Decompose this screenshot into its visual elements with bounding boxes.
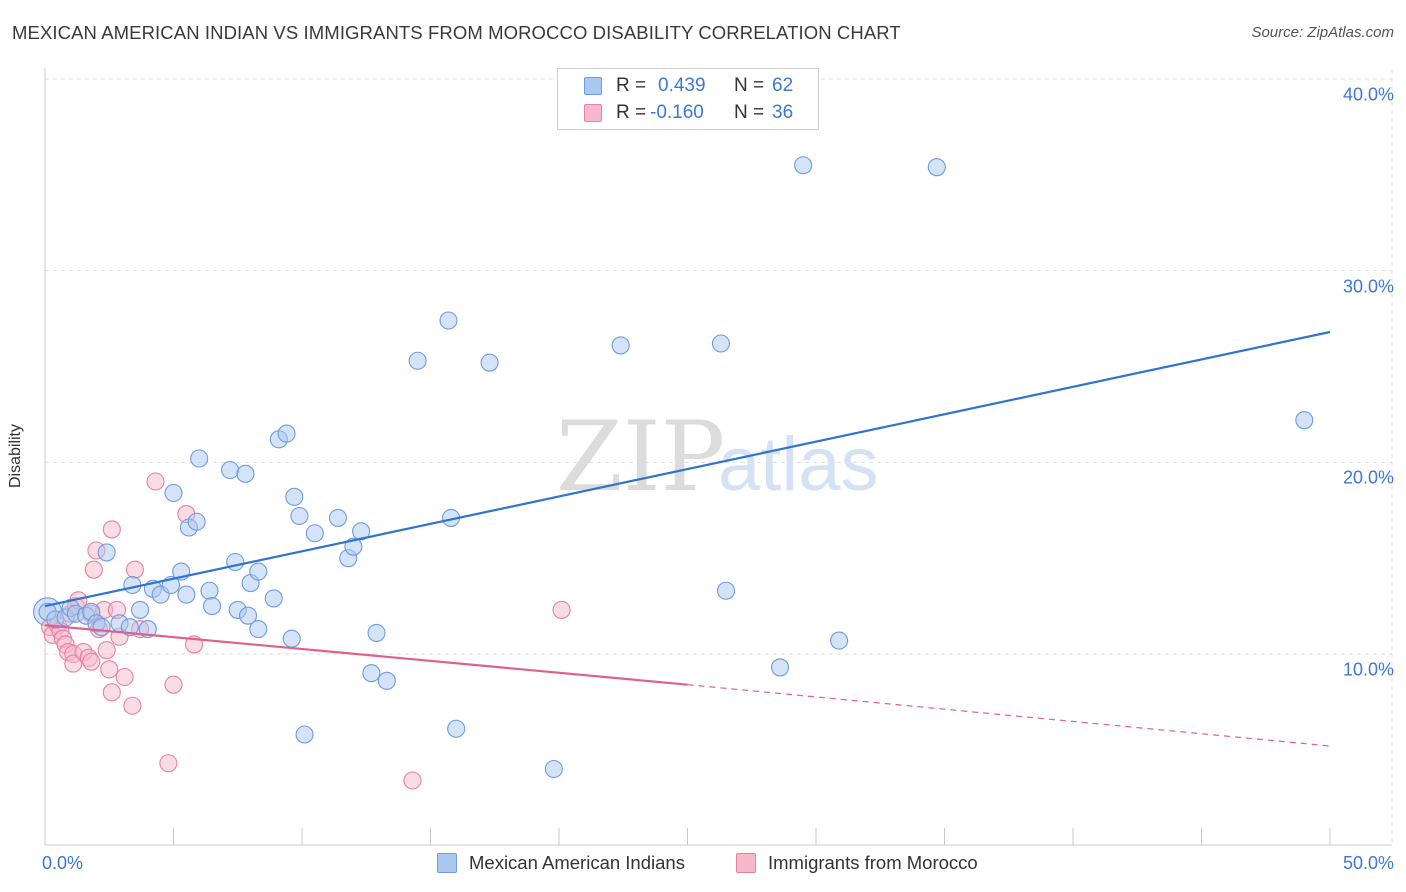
pink-data-point [146, 472, 165, 491]
blue-data-point [164, 483, 183, 503]
n-value: 36 [772, 102, 794, 123]
pink-data-point [97, 641, 116, 660]
pink-data-point [82, 652, 101, 671]
blue-data-point [187, 512, 206, 531]
r-label: R = [616, 102, 647, 123]
y-tick-label: 20.0% [1342, 467, 1394, 488]
legend-label: Immigrants from Morocco [768, 852, 978, 873]
blue-data-point [290, 506, 309, 526]
blue-data-point [1295, 411, 1314, 430]
blue-data-point [200, 581, 219, 600]
n-value: 62 [772, 75, 794, 96]
legend-label: Mexican American Indians [469, 852, 685, 873]
n-label: N = [734, 102, 765, 123]
pink-data-point [84, 560, 103, 579]
blue-data-point [794, 156, 813, 175]
blue-data-point [220, 460, 240, 480]
blue-data-point [352, 522, 371, 541]
blue-swatch-icon [584, 77, 602, 95]
blue-data-point [123, 575, 142, 595]
x-tick-label-min: 0.0% [42, 853, 84, 873]
blue-data-point [203, 597, 222, 616]
blue-data-point [226, 552, 245, 572]
blue-data-point [927, 158, 946, 177]
r-value: 0.439 [658, 75, 706, 96]
pink-data-point [100, 660, 119, 679]
blue-data-point [344, 537, 363, 556]
blue-data-point [236, 464, 255, 483]
pink-data-point [159, 754, 178, 773]
blue-data-point [367, 623, 386, 642]
blue-data-point [362, 664, 381, 683]
pink-data-point [403, 771, 422, 790]
blue-data-point [716, 581, 736, 600]
blue-data-point [305, 524, 324, 543]
y-tick-label: 30.0% [1342, 276, 1394, 297]
pink-data-point [123, 696, 142, 715]
blue-data-point [282, 629, 301, 648]
watermark-zip: ZIP [556, 401, 725, 513]
blue-data-point [92, 618, 111, 637]
blue-data-point [439, 311, 458, 330]
chart-title: MEXICAN AMERICAN INDIAN VS IMMIGRANTS FR… [12, 22, 901, 43]
pink-swatch-icon [584, 104, 602, 122]
blue-data-point [408, 351, 427, 370]
blue-data-point [238, 606, 258, 625]
pink-trend-line [44, 624, 688, 686]
pink-swatch-icon [736, 853, 756, 873]
x-tick-label-max: 50.0% [1342, 853, 1394, 873]
blue-data-point [177, 585, 196, 604]
y-tick-label: 10.0% [1342, 659, 1394, 680]
blue-data-point [611, 336, 630, 355]
blue-data-point [770, 658, 790, 677]
blue-data-point [120, 618, 139, 637]
pink-data-point [125, 560, 144, 579]
blue-data-point [285, 487, 304, 506]
blue-data-point [295, 725, 314, 744]
blue-data-point [447, 719, 466, 738]
blue-data-point [711, 334, 730, 353]
blue-data-point [544, 759, 563, 779]
blue-data-point [830, 631, 849, 650]
y-tick-label: 40.0% [1342, 84, 1394, 105]
blue-trend-line [44, 330, 1331, 608]
blue-data-point [131, 600, 150, 619]
n-label: N = [734, 75, 765, 96]
blue-data-point [480, 353, 499, 372]
watermark-atlas: atlas [718, 422, 879, 507]
pink-data-point [115, 667, 134, 687]
source-credit: Source: ZipAtlas.com [1251, 24, 1394, 41]
pink-data-point [102, 520, 121, 539]
blue-data-point [277, 424, 296, 443]
blue-data-point [249, 620, 268, 639]
pink-data-point [164, 675, 183, 694]
pink-data-point [552, 600, 571, 619]
pink-data-point [102, 683, 121, 702]
r-label: R = [616, 75, 647, 96]
blue-swatch-icon [437, 853, 457, 873]
blue-data-point [249, 562, 268, 581]
correlation-legend: R = 0.439 N = 62 R = -0.160 N = 36 [557, 68, 819, 130]
blue-data-point [328, 508, 348, 527]
r-value: -0.160 [650, 102, 704, 123]
blue-data-point [377, 671, 396, 690]
pink-trend-line-extension [687, 684, 1331, 747]
blue-data-point [264, 589, 283, 608]
blue-data-point [97, 543, 116, 562]
blue-data-point [190, 449, 209, 468]
